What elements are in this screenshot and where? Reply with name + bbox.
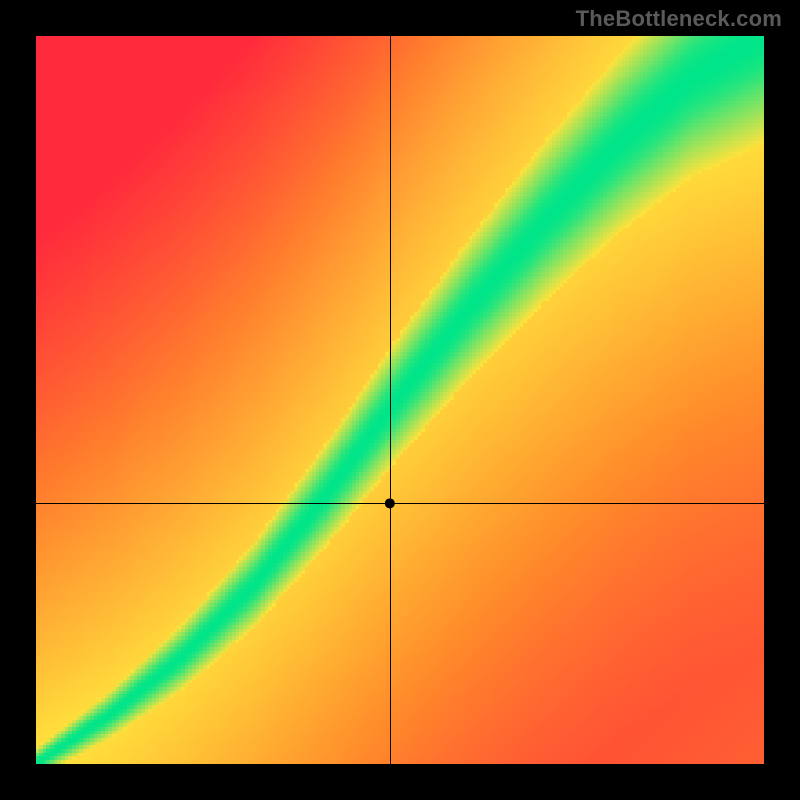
heatmap-canvas [36,36,764,764]
chart-container: TheBottleneck.com [0,0,800,800]
plot-region [36,36,764,764]
watermark-text: TheBottleneck.com [576,6,782,32]
